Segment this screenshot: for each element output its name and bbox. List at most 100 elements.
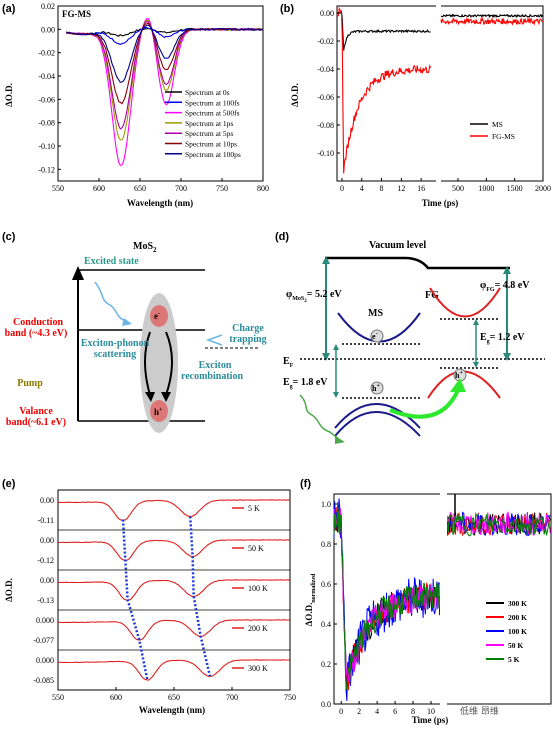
eg-ms-arrow-head-down — [333, 392, 339, 398]
panel-b-legend: MS FG-MS — [470, 120, 515, 141]
panel-b-axis-break — [436, 5, 441, 182]
panel-e-ytick-top-3: 0.000 — [36, 616, 54, 625]
panel-e-legend-label-1: 50 K — [248, 544, 264, 553]
vacuum-level-line — [325, 256, 510, 270]
panel-e-xtick-label: 650 — [168, 693, 180, 702]
panel-a-series-5 — [66, 22, 264, 105]
hole-ball — [150, 400, 168, 422]
panel-f-series-right-4 — [446, 511, 551, 537]
panel-b-ticks: 0 4 8 12 16 500 1000 1500 2000 0.00 -0.02 -0.04 -0.0… — [317, 9, 551, 193]
conduction-band-text-2: band (~4.3 eV) — [5, 328, 68, 339]
phi-fg-arrow-head-down — [503, 353, 511, 361]
panel-b: (b) 0 4 8 12 16 500 1000 1500 2000 0.00 -0.02 -0.04… — [280, 3, 551, 208]
pump-arrow-head — [72, 266, 84, 280]
panel-e-ytick-top-2: 0.00 — [40, 576, 54, 585]
eg-ms-arrow-head-up — [333, 344, 339, 350]
recombination-text: recombination — [181, 371, 243, 382]
panel-e-legend-label-4: 300 K — [248, 664, 268, 673]
green-squiggle — [299, 394, 341, 441]
panel-a-legend-label-3: Spectrum at 1ps — [185, 119, 233, 128]
panel-a-xtick-label: 800 — [257, 184, 269, 193]
panel-e-series-1 — [57, 539, 290, 561]
panel-f-xtick-label: 2 — [357, 707, 361, 716]
panel-d-label: (d) — [275, 231, 289, 243]
ms-hole-label: h+ — [372, 383, 380, 393]
panel-e-series: 5 K 50 K 100 K 200 K 300 K — [57, 499, 290, 681]
panel-f-xtick-label: 8 — [411, 707, 415, 716]
panel-b-series-left-1 — [336, 6, 432, 174]
panel-f-ytick-label: 0.2 — [321, 660, 331, 669]
panel-c-label: (c) — [2, 231, 16, 243]
panel-e-xtick-label: 700 — [226, 693, 238, 702]
panel-e-legend-label-2: 100 K — [248, 584, 268, 593]
panel-b-label: (b) — [280, 3, 294, 15]
trapping-text: trapping — [229, 334, 266, 345]
panel-b-ylabel: ΔO.D. — [290, 83, 300, 107]
panel-e-xlabel: Wavelength (nm) — [139, 705, 205, 715]
panel-f-xtick-label: 10 — [427, 707, 435, 716]
relax-arrow-right — [165, 331, 173, 396]
panel-e-ytick-bottom-2: -0.13 — [37, 596, 54, 605]
panel-f-ytick-label: 0.4 — [321, 620, 331, 629]
panel-a-ytick-label: -0.02 — [38, 49, 55, 58]
ms-hole — [370, 381, 384, 395]
panel-f-ytick-label: 0.6 — [321, 580, 331, 589]
panel-b-series-left-0 — [336, 10, 431, 51]
panel-b-xtick-label: 4 — [360, 184, 364, 193]
panel-f-legend-label-3: 50 K — [508, 641, 523, 650]
panel-b-series — [336, 5, 544, 182]
phi-ms-arrow-head-up — [322, 256, 330, 264]
panel-f-legend: 300 K 200 K 100 K 50 K 5 K — [486, 599, 527, 664]
ms-electron-label: e- — [372, 331, 378, 341]
panel-a-legend-label-2: Spectrum at 500fs — [185, 109, 240, 118]
panel-a-ytick-label: -0.10 — [38, 142, 55, 151]
pump-text: Pump — [17, 378, 43, 389]
panel-e-ytick-bottom-3: -0.077 — [33, 636, 54, 645]
panel-e-xtick-label: 600 — [110, 693, 122, 702]
panel-a-legend-label-1: Spectrum at 100fs — [185, 98, 240, 107]
panel-e-ticks: 0.00 -0.11 0.00 -0.12 0.00 -0.13 0.000 -0.077 0.… — [33, 496, 296, 702]
diagram-c-title: MoS2 — [133, 241, 157, 254]
panel-b-xtick-label: 12 — [397, 184, 405, 193]
phonon-squiggle-head — [122, 318, 132, 326]
panel-e-legend-label-3: 200 K — [248, 624, 268, 633]
panel-a-xlabel: Wavelength (nm) — [127, 198, 193, 208]
panel-e-xtick-label: 750 — [284, 693, 296, 702]
panel-a-legend-label-0: Spectrum at 0s — [185, 88, 230, 97]
panel-a-label: (a) — [2, 3, 16, 15]
exciton-phonon-text: Exciton-phonon — [81, 338, 150, 349]
fg-hole-label: h+ — [455, 370, 463, 380]
eg-ms-text: Eg= 1.8 eV — [283, 377, 328, 390]
panel-a-xtick-label: 650 — [134, 184, 146, 193]
exciton-text: Exciton — [199, 360, 232, 371]
panel-f-xlabel: Time (ps) — [412, 715, 449, 725]
charge-trap-arrow — [205, 334, 223, 346]
valance-band-text: Valance — [19, 406, 53, 417]
scattering-text: scattering — [94, 349, 136, 360]
panel-a-ytick-label: -0.08 — [38, 119, 55, 128]
panel-b-xtick-label: 1500 — [507, 184, 523, 193]
eg-fg-arrow-head-down — [473, 362, 479, 368]
panel-f-legend-label-2: 100 K — [508, 627, 527, 636]
ms-valence-band-2 — [334, 411, 421, 437]
panel-b-xtick-label: 2000 — [535, 184, 551, 193]
panel-a-ytick-label: 0.02 — [41, 2, 55, 11]
ms-electron — [370, 329, 384, 343]
panel-f-xtick-label: 6 — [393, 707, 397, 716]
panel-d: (d) Vacuum level φMoS2= 5.2 eV φFG= 4.8 … — [275, 231, 545, 444]
panel-a-xtick-label: 600 — [93, 184, 105, 193]
panel-e-ytick-bottom-0: -0.11 — [38, 516, 54, 525]
watermark-text: 低维 昂维 — [460, 705, 499, 717]
panel-a-xtick-label: 750 — [216, 184, 228, 193]
eg-fg-text: Eg= 1.2 eV — [480, 332, 525, 345]
panel-a-xtick-label: 550 — [52, 184, 64, 193]
panel-e-series-3 — [58, 619, 290, 641]
panel-b-ytick-label: -0.02 — [317, 37, 334, 46]
panel-a-series-3 — [66, 19, 264, 141]
electron-label: e- — [154, 311, 160, 321]
panel-e-series-0 — [58, 499, 290, 521]
panel-a-ticks: 550 600 650 700 750 800 0.02 0.00 -0.02 -0.04 -0.0… — [38, 2, 269, 193]
phonon-squiggle — [94, 281, 129, 323]
